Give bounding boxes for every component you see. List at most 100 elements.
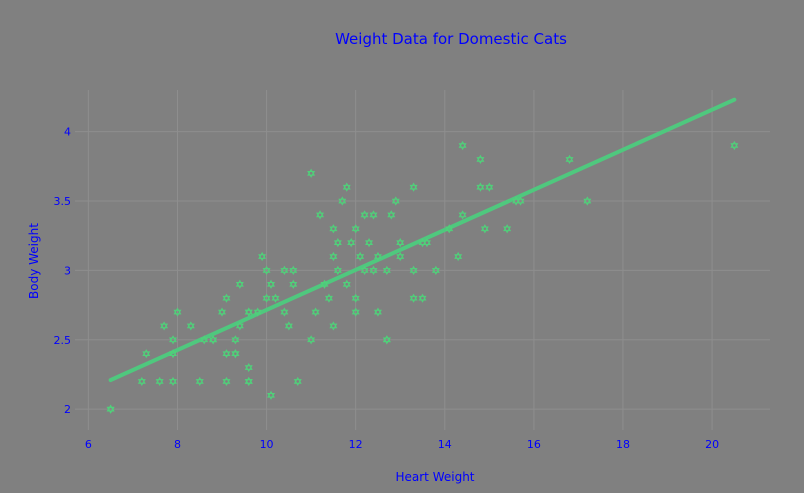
data-point-triangle-up [284, 321, 293, 329]
data-point-triangle-up [480, 224, 489, 232]
data-point-triangle-down [209, 337, 218, 345]
data-point [454, 251, 463, 262]
data-point-triangle-down [262, 295, 271, 303]
data-point-triangle-down [186, 323, 195, 331]
data-point-triangle-down [231, 351, 240, 359]
data-point-triangle-up [485, 182, 494, 190]
data-point-triangle-down [409, 184, 418, 192]
data-point-triangle-up [391, 196, 400, 204]
data-point-triangle-up [222, 376, 231, 384]
data-point [169, 376, 177, 387]
data-point [289, 265, 298, 276]
data-point-triangle-down [458, 143, 467, 151]
data-point [369, 265, 378, 276]
data-point-triangle-up [235, 321, 244, 329]
data-point [280, 307, 289, 317]
data-point [293, 376, 302, 387]
data-point-triangle-down [253, 309, 262, 317]
data-point-triangle-up [351, 224, 360, 232]
data-point-triangle-down [485, 184, 494, 192]
data-point-triangle-up [222, 349, 231, 356]
data-point [244, 376, 253, 387]
data-point-triangle-up [365, 238, 374, 245]
data-point-triangle-up [458, 140, 467, 148]
data-point [222, 376, 231, 387]
data-point-triangle-down [422, 240, 431, 248]
data-point [262, 265, 271, 276]
data-point [324, 293, 333, 303]
data-point-triangle-up [347, 238, 356, 245]
data-point [338, 196, 347, 206]
data-point-triangle-down [258, 254, 267, 262]
data-point-triangle-up [289, 279, 298, 287]
data-point [235, 321, 244, 331]
data-point-triangle-up [195, 376, 204, 384]
data-point-triangle-up [373, 307, 382, 315]
data-point-triangle-up [351, 293, 360, 301]
data-point [311, 307, 320, 317]
data-point [329, 251, 338, 262]
data-point [409, 293, 418, 303]
data-point-triangle-up [409, 182, 418, 190]
data-point-triangle-down [284, 323, 293, 331]
data-point-triangle-up [262, 293, 271, 301]
data-point-triangle-up [431, 265, 440, 273]
data-point-triangle-down [565, 157, 574, 164]
data-point-triangle-up [503, 224, 512, 232]
data-point-triangle-down [382, 337, 391, 345]
data-point-triangle-down [369, 268, 378, 276]
data-point-triangle-up [218, 307, 227, 315]
data-point-triangle-down [222, 379, 231, 387]
data-point-triangle-down [200, 337, 209, 345]
data-point [244, 362, 253, 373]
data-point-triangle-down [583, 198, 592, 206]
data-point [195, 376, 204, 387]
data-point-triangle-up [271, 293, 280, 301]
data-point-triangle-up [356, 251, 365, 259]
data-point-triangle-down [280, 268, 289, 276]
data-point [329, 224, 338, 234]
x-tick-label: 8 [174, 438, 181, 451]
data-point-triangle-up [142, 349, 151, 356]
data-point-triangle-up [333, 238, 342, 245]
data-point-triangle-down [231, 337, 240, 345]
chart-title: Weight Data for Domestic Cats [335, 30, 567, 48]
data-point-triangle-down [244, 379, 253, 387]
data-point [231, 335, 240, 345]
x-tick-label: 10 [260, 438, 274, 451]
data-point-triangle-up [454, 251, 463, 259]
data-point-triangle-up [200, 335, 209, 343]
data-point-triangle-up [360, 265, 369, 273]
data-point [329, 321, 338, 331]
data-point [360, 265, 369, 276]
data-point [222, 349, 231, 359]
data-point-triangle-up [445, 224, 454, 232]
x-tick-label: 20 [705, 438, 719, 451]
data-point [373, 307, 382, 317]
data-point-triangle-up [382, 335, 391, 343]
data-point-triangle-down [160, 323, 169, 331]
data-point-triangle-up [280, 265, 289, 273]
data-point-triangle-up [311, 307, 320, 315]
data-point-triangle-down [155, 379, 164, 387]
data-point [356, 251, 365, 262]
data-point-triangle-up [231, 335, 240, 343]
data-point [289, 279, 298, 289]
data-point [409, 265, 418, 276]
data-point-triangle-up [373, 251, 382, 259]
data-point-triangle-up [396, 251, 405, 259]
data-point [583, 196, 592, 206]
data-point-triangle-up [329, 251, 338, 259]
data-point-triangle-down [338, 198, 347, 206]
data-point-triangle-down [476, 157, 485, 164]
x-tick-label: 18 [616, 438, 630, 451]
data-point-triangle-up [351, 307, 360, 315]
data-point-triangle-up [173, 307, 182, 315]
x-tick-label: 14 [438, 438, 452, 451]
data-point [155, 376, 164, 387]
y-tick-label: 2 [64, 403, 71, 416]
data-point [231, 349, 240, 359]
data-point [333, 238, 342, 248]
data-point-triangle-up [583, 196, 592, 204]
x-axis-label: Heart Weight [395, 470, 474, 484]
